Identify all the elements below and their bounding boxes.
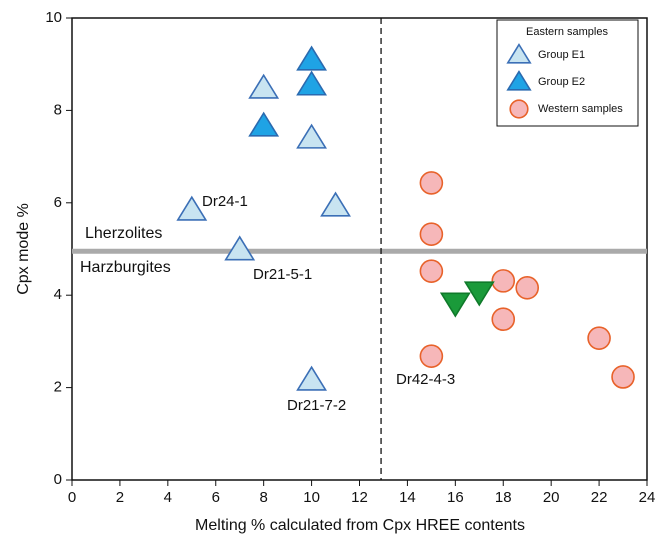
x-axis-label: Melting % calculated from Cpx HREE conte… bbox=[195, 517, 525, 534]
x-tick-label: 20 bbox=[543, 489, 560, 506]
marker bbox=[506, 70, 532, 91]
x-tick-label: 8 bbox=[259, 489, 267, 506]
marker bbox=[176, 195, 208, 221]
marker bbox=[491, 269, 516, 293]
x-tick-label: 14 bbox=[399, 489, 416, 506]
legend-label: Western samples bbox=[538, 103, 623, 115]
x-tick-label: 6 bbox=[212, 489, 220, 506]
x-tick-label: 16 bbox=[447, 489, 464, 506]
marker bbox=[248, 73, 280, 99]
y-tick-label: 4 bbox=[54, 286, 62, 303]
marker bbox=[296, 45, 328, 71]
marker bbox=[509, 99, 529, 119]
marker bbox=[296, 123, 328, 149]
marker bbox=[587, 326, 611, 350]
legend-label: Group E1 bbox=[538, 49, 585, 61]
y-tick-label: 0 bbox=[54, 471, 62, 488]
x-tick-label: 22 bbox=[591, 489, 608, 506]
y-axis-label: Cpx mode % bbox=[15, 203, 32, 295]
x-tick-label: 12 bbox=[351, 489, 368, 506]
x-tick-label: 0 bbox=[68, 489, 76, 506]
marker bbox=[515, 276, 540, 300]
marker bbox=[463, 281, 495, 307]
annotation: Dr42-4-3 bbox=[396, 371, 455, 388]
y-tick-label: 2 bbox=[54, 379, 62, 396]
x-tick-label: 24 bbox=[639, 489, 655, 506]
marker bbox=[419, 171, 444, 195]
annotation: Dr24-1 bbox=[202, 193, 248, 210]
legend-title: Eastern samples bbox=[526, 26, 608, 38]
x-tick-label: 18 bbox=[495, 489, 512, 506]
x-tick-label: 2 bbox=[116, 489, 124, 506]
x-tick-label: 4 bbox=[164, 489, 172, 506]
x-tick-label: 10 bbox=[303, 489, 320, 506]
annotation: Harzburgites bbox=[80, 259, 171, 276]
marker bbox=[419, 222, 444, 247]
legend-label: Group E2 bbox=[538, 76, 585, 88]
marker bbox=[491, 307, 516, 332]
marker bbox=[296, 365, 328, 391]
marker bbox=[419, 344, 444, 368]
marker bbox=[224, 235, 256, 261]
marker bbox=[611, 365, 635, 389]
marker bbox=[248, 111, 280, 137]
annotation: Dr21-5-1 bbox=[253, 266, 312, 283]
y-tick-label: 8 bbox=[54, 101, 62, 118]
y-tick-label: 6 bbox=[54, 194, 62, 211]
marker bbox=[320, 191, 351, 217]
marker bbox=[296, 70, 328, 96]
marker bbox=[506, 43, 532, 64]
marker bbox=[419, 259, 444, 283]
annotation: Lherzolites bbox=[85, 225, 162, 242]
marker bbox=[439, 292, 471, 318]
annotation: Dr21-7-2 bbox=[287, 397, 346, 414]
y-tick-label: 10 bbox=[45, 9, 62, 26]
